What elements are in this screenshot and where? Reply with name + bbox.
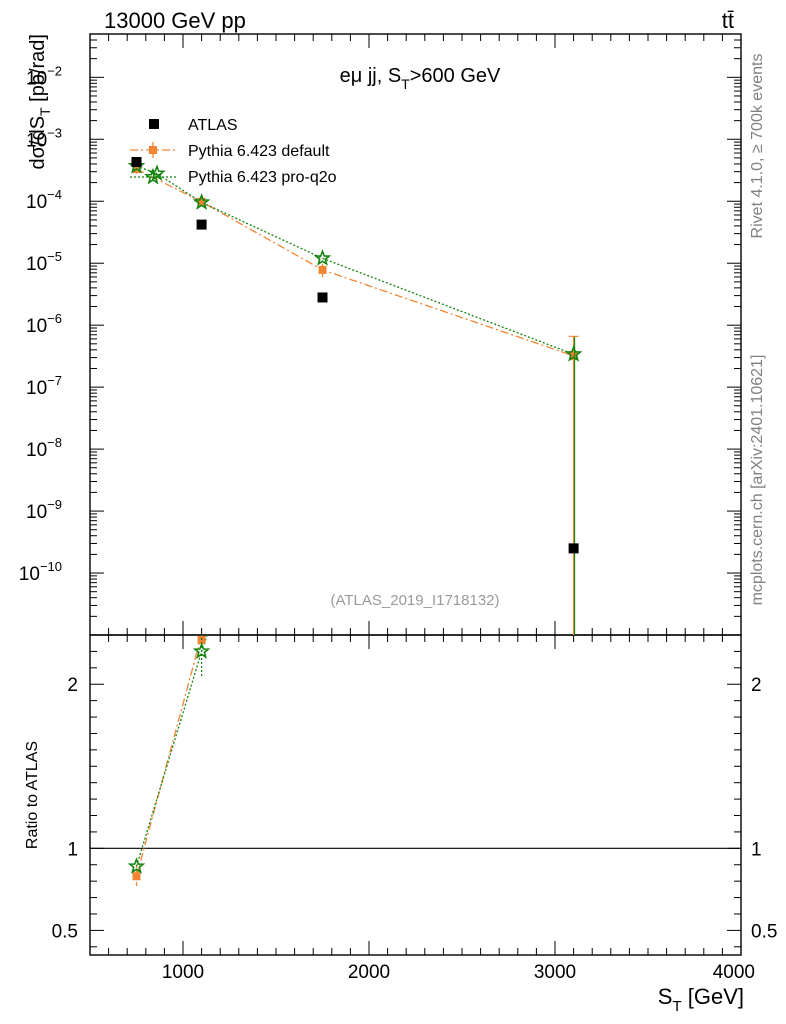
atlas-point [568, 543, 579, 554]
y-tick-label: 10−9 [26, 497, 62, 523]
ratio-tick-labels: 2 2 1 1 0.5 0.5 [52, 675, 778, 942]
ratio-proq2o-line [135, 635, 208, 867]
x-tick-labels: 1000 2000 3000 4000 [162, 962, 755, 983]
ratio-tick-label-left: 0.5 [52, 921, 78, 942]
rivet-label: Rivet 4.1.0, ≥ 700k events [749, 54, 766, 239]
main-series [127, 156, 583, 635]
legend-label-atlas: ATLAS [188, 117, 238, 134]
axis-ticks [90, 34, 742, 955]
x-tick-label: 2000 [348, 962, 390, 983]
atlas-point [196, 219, 207, 230]
default-point [197, 197, 206, 206]
default-point [569, 351, 578, 360]
x-axis-label: ST [GeV] [658, 984, 744, 1015]
ratio-default-point [132, 872, 141, 881]
proq2o-line [136, 165, 574, 355]
chart-title: eμ jj, ST>600 GeV [340, 65, 501, 92]
proq2o-point [564, 344, 583, 362]
y-tick-label: 10−7 [26, 373, 62, 399]
atlas-point [317, 292, 328, 303]
ratio-tick-label-left: 2 [67, 675, 78, 696]
ratio-y-label: Ratio to ATLAS [24, 741, 41, 849]
ratio-tick-label-left: 1 [67, 839, 78, 860]
y-tick-label: 10−10 [19, 559, 62, 585]
ratio-series [127, 635, 211, 887]
y-axis-label: dσ/dST [pb/rad] [27, 34, 53, 169]
x-tick-label: 1000 [162, 962, 204, 983]
legend-label-proq2o: Pythia 6.423 pro-q2o [188, 169, 337, 186]
legend-marker-atlas [149, 119, 159, 129]
ratio-plot-frame [89, 634, 742, 956]
y-tick-label: 10−2 [26, 63, 62, 89]
y-tick-label: 10−4 [26, 187, 62, 213]
atlas-point [131, 156, 142, 167]
y-tick-label: 10−3 [26, 125, 62, 151]
ratio-default-line [135, 635, 203, 877]
legend-label-default: Pythia 6.423 default [188, 143, 330, 160]
ratio-tick-label-right: 1 [751, 839, 762, 860]
legend: ATLAS Pythia 6.423 default Pythia 6.423 … [130, 117, 337, 186]
default-line [136, 168, 574, 357]
legend-marker-proq2o [144, 167, 162, 185]
default-point [318, 265, 327, 274]
y-tick-label: 10−8 [26, 435, 62, 461]
header-right: tt̄ [722, 8, 734, 33]
proq2o-point [192, 193, 211, 210]
proq2o-point [127, 156, 146, 174]
ratio-proq2o-point [192, 642, 211, 659]
ratio-tick-label-right: 2 [751, 675, 762, 696]
ratio-tick-label-right: 0.5 [751, 921, 777, 942]
x-tick-label: 3000 [534, 962, 576, 983]
y-tick-label: 10−6 [26, 311, 62, 337]
header-left: 13000 GeV pp [104, 8, 246, 33]
y-tick-labels: 10−2 10−3 10−4 10−5 10−6 10−7 10−8 10−9 10−10 [19, 63, 62, 585]
y-tick-label: 10−5 [26, 249, 62, 275]
analysis-id: (ATLAS_2019_I1718132) [330, 592, 499, 609]
proq2o-point [313, 249, 332, 266]
x-tick-label: 4000 [713, 962, 755, 983]
ratio-proq2o-point [127, 857, 146, 874]
mcplots-label: mcplots.cern.ch [arXiv:2401.10621] [749, 355, 766, 606]
